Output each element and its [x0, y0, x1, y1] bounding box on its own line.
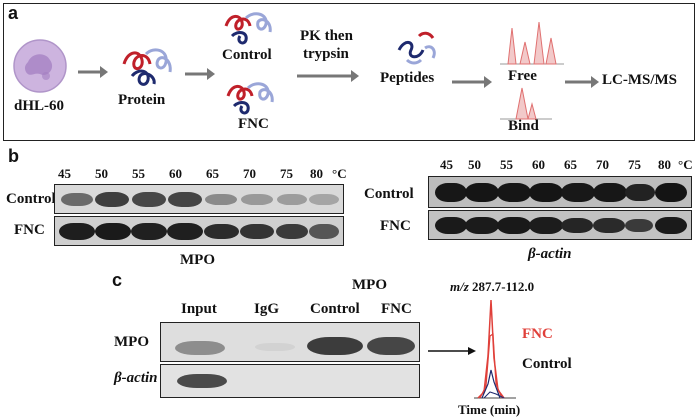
temp-label: 80: [658, 157, 671, 172]
panel-a-frame: [3, 3, 695, 141]
row-label-fnc: FNC: [380, 218, 411, 234]
actin-fnc-blot: [428, 210, 692, 240]
mpo-fnc-blot: [54, 216, 344, 246]
legend-control: Control: [522, 356, 572, 372]
lane-label-fnc: FNC: [381, 301, 412, 317]
control-label: Control: [222, 47, 272, 63]
coip-actin-blot: [160, 364, 420, 398]
arrow-icon: [452, 76, 492, 88]
treatment-label-2: trypsin: [303, 46, 349, 62]
peptides-label: Peptides: [380, 70, 435, 86]
row-label-actin: β-actin: [114, 370, 158, 386]
temp-unit: °C: [678, 157, 693, 172]
actin-control-blot: [428, 176, 692, 208]
arrow-icon: [428, 347, 476, 355]
temp-unit: °C: [332, 166, 347, 181]
panel-b-letter: b: [8, 146, 19, 166]
fnc-protein-icon: [226, 82, 274, 115]
arrow-icon: [78, 66, 108, 78]
protein-label: Protein: [118, 92, 166, 108]
right-temperature-labels: 45 50 55 60 65 70 75 80 °C: [440, 157, 700, 175]
free-label: Free: [508, 68, 537, 84]
left-temperature-labels: 45 50 55 60 65 70 75 80 °C: [58, 166, 350, 184]
coip-mpo-blot: [160, 322, 420, 362]
arrow-icon: [185, 68, 215, 80]
temp-label: 70: [596, 157, 609, 172]
cell-icon: [13, 39, 67, 93]
temp-label: 65: [564, 157, 577, 172]
mz-prefix: m/z: [450, 279, 469, 294]
lane-label-input: Input: [181, 301, 217, 317]
row-label-control: Control: [6, 191, 56, 207]
lcms-label: LC-MS/MS: [602, 72, 677, 88]
ip-label: MPO: [352, 277, 387, 293]
lane-label-control: Control: [310, 301, 360, 317]
ms-trace: [474, 299, 516, 399]
mz-value: 287.7-112.0: [472, 279, 535, 294]
left-blot-caption: MPO: [180, 252, 215, 268]
mz-label: m/z 287.7-112.0: [450, 279, 534, 295]
temp-label: 55: [500, 157, 513, 172]
row-label-mpo: MPO: [114, 334, 149, 350]
row-label-fnc: FNC: [14, 222, 45, 238]
right-blot-caption: β-actin: [528, 246, 572, 262]
temp-label: 50: [95, 166, 108, 181]
temp-label: 80: [310, 166, 323, 181]
protein-icon: [122, 48, 172, 86]
free-chromatogram: [500, 21, 564, 65]
panel-a-letter: a: [8, 3, 19, 23]
peptides-icon: [397, 31, 436, 65]
time-axis-label: Time (min): [458, 402, 521, 417]
temp-label: 55: [132, 166, 145, 181]
panel-c-letter: c: [112, 270, 123, 290]
mpo-control-blot: [54, 184, 344, 214]
row-label-control: Control: [364, 186, 414, 202]
temp-label: 50: [468, 157, 481, 172]
temp-label: 60: [169, 166, 182, 181]
temp-label: 70: [243, 166, 256, 181]
bind-label: Bind: [508, 118, 539, 134]
temp-label: 75: [628, 157, 641, 172]
lane-label-igg: IgG: [254, 301, 280, 317]
temp-label: 45: [440, 157, 453, 172]
legend-fnc: FNC: [522, 326, 553, 342]
temp-label: 75: [280, 166, 293, 181]
arrow-icon: [565, 76, 599, 88]
temp-label: 45: [58, 166, 71, 181]
temp-label: 60: [532, 157, 545, 172]
arrow-icon: [297, 70, 359, 82]
treatment-label-1: PK then: [300, 28, 353, 44]
temp-label: 65: [206, 166, 219, 181]
bind-chromatogram: [500, 87, 552, 120]
control-protein-icon: [224, 12, 272, 45]
cell-label: dHL-60: [14, 98, 65, 114]
fnc-label: FNC: [238, 116, 269, 132]
